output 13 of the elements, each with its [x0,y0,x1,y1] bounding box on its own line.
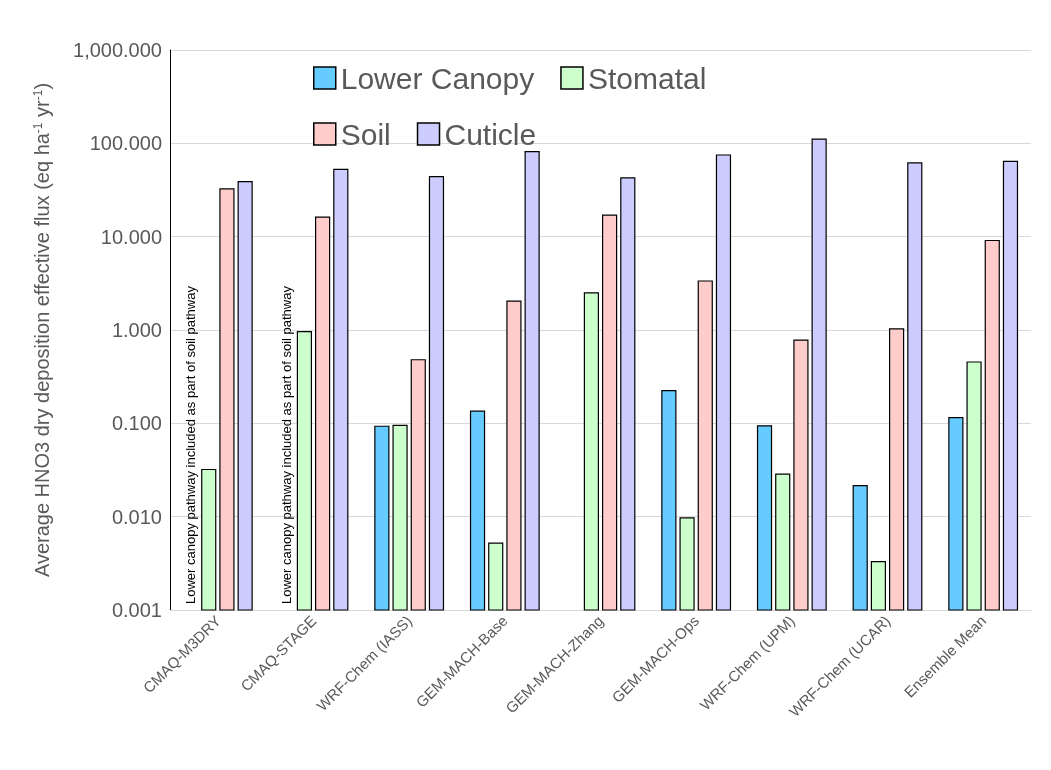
legend-label: Cuticle [444,117,537,151]
annotation: Lower canopy pathway included as part of soil pathway [183,285,199,604]
y-tick-label: 0.010 [111,505,162,528]
legend-label: Lower Canopy [340,61,535,95]
y-tick-label: 0.001 [111,599,162,621]
legend-label: Soil [340,117,391,151]
y-tick-label: 100.000 [89,132,162,155]
annotation: Lower canopy pathway included as part of soil pathway [278,285,294,604]
y-tick-label: 10.000 [100,225,162,248]
y-tick-label: 0.100 [111,412,162,435]
y-tick-label: 1,000.000 [73,39,162,61]
y-tick-label: 1.000 [111,319,162,341]
legend-label: Stomatal [587,61,707,95]
